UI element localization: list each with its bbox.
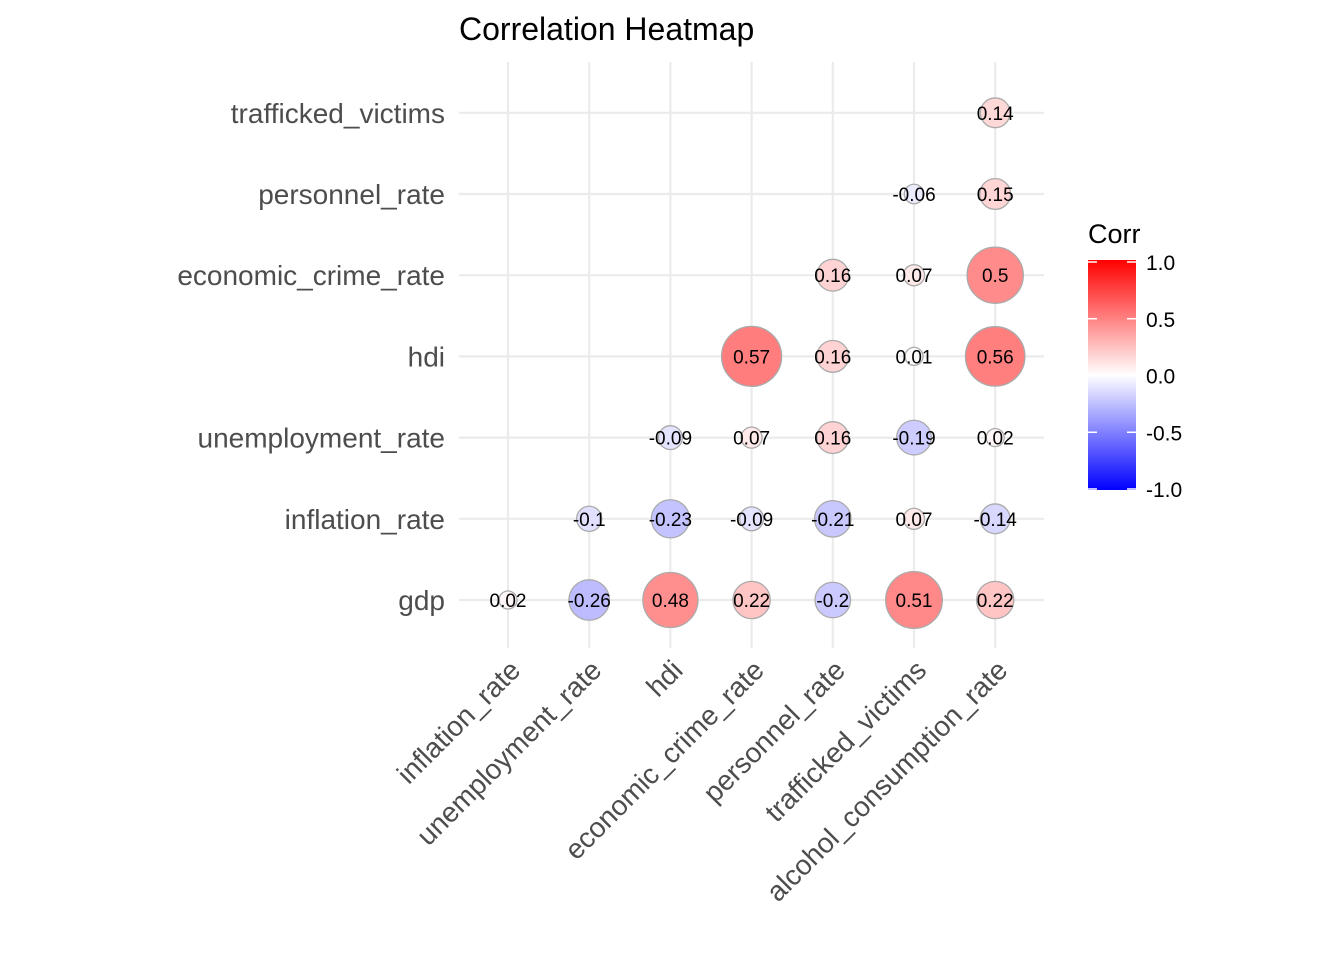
legend-title: Corr xyxy=(1088,219,1141,249)
cell-circle xyxy=(985,427,1005,448)
cell-value-label: 0.01 xyxy=(896,347,933,368)
y-tick-label: inflation_rate xyxy=(285,504,445,535)
cell-circle xyxy=(642,571,699,629)
cell-circle xyxy=(816,258,850,292)
cell-value-label: 0.51 xyxy=(896,591,933,612)
cell-circle xyxy=(498,590,518,610)
legend-tick-label: 1.0 xyxy=(1146,252,1175,275)
cell-value-label: -0.23 xyxy=(649,510,692,531)
cell-circle xyxy=(964,326,1026,387)
cell-circle xyxy=(739,506,765,532)
y-tick-label: gdp xyxy=(398,585,445,616)
cell-circle xyxy=(816,339,850,373)
cell-circle xyxy=(902,264,926,287)
cell-value-label: 0.14 xyxy=(977,104,1014,125)
y-tick-label: hdi xyxy=(408,341,445,372)
cell-value-label: 0.07 xyxy=(896,510,933,531)
cell-circle xyxy=(896,419,932,456)
cell-value-label: -0.06 xyxy=(892,185,935,206)
cell-circle xyxy=(904,346,924,367)
x-tick-label: hdi xyxy=(640,654,688,702)
y-tick-label: unemployment_rate xyxy=(198,423,445,454)
cell-value-label: -0.09 xyxy=(730,510,773,531)
cell-value-label: -0.09 xyxy=(649,429,692,450)
cell-circle xyxy=(813,499,852,538)
cell-circle xyxy=(814,581,852,619)
cell-circle xyxy=(732,580,771,620)
cell-value-label: 0.56 xyxy=(977,347,1014,368)
cell-circle xyxy=(903,183,925,205)
cell-circle xyxy=(975,580,1015,620)
cell-value-label: 0.16 xyxy=(814,429,851,450)
y-tick-label: personnel_rate xyxy=(258,179,445,210)
color-legend: Corr 1.0 0.5 0.0 -0.5 -1.0 xyxy=(1088,219,1182,502)
cell-circle xyxy=(884,570,944,630)
y-axis-tick-labels: gdp inflation_rate unemployment_rate hdi eco… xyxy=(177,98,445,616)
cell-value-label: 0.48 xyxy=(652,591,689,612)
chart-title: Correlation Heatmap xyxy=(459,11,754,47)
cell-circle xyxy=(966,246,1024,304)
cell-circle xyxy=(568,579,611,621)
cell-circle xyxy=(979,177,1012,211)
cell-circle xyxy=(740,426,763,449)
cell-value-label: 0.16 xyxy=(814,266,851,287)
cell-circle xyxy=(575,505,603,533)
cell-value-label: 0.22 xyxy=(733,591,770,612)
legend-tick-label: 0.5 xyxy=(1146,309,1175,332)
legend-tick-label: 0.0 xyxy=(1146,366,1175,389)
cell-value-label: 0.07 xyxy=(733,429,770,450)
cell-circle xyxy=(650,499,691,539)
cell-value-label: 0.02 xyxy=(977,429,1014,450)
cell-value-label: -0.2 xyxy=(816,591,849,612)
cell-circle xyxy=(657,425,683,451)
cell-value-label: -0.19 xyxy=(892,429,935,450)
legend-tick-label: -0.5 xyxy=(1146,422,1182,445)
cell-value-label: -0.14 xyxy=(974,510,1018,531)
cell-value-label: 0.07 xyxy=(896,266,933,287)
y-tick-label: trafficked_victims xyxy=(231,98,445,129)
cell-value-label: 0.22 xyxy=(977,591,1014,612)
legend-tick-label: -1.0 xyxy=(1146,479,1182,502)
cell-value-label: 0.02 xyxy=(490,591,527,612)
cell-circle xyxy=(979,97,1011,129)
cell-circle xyxy=(979,503,1011,535)
cell-value-label: 0.5 xyxy=(982,266,1008,287)
cell-value-label: 0.16 xyxy=(814,347,851,368)
legend-ticks: 1.0 0.5 0.0 -0.5 -1.0 xyxy=(1088,252,1182,502)
cell-circle xyxy=(720,325,783,388)
correlation-cells: 0.02 -0.26 0.48 0.22 -0.2 0.51 0.22 -0.1 -0.23 -0… xyxy=(490,97,1026,630)
cell-value-label: -0.26 xyxy=(568,591,611,612)
cell-value-label: 0.15 xyxy=(977,185,1014,206)
cell-value-label: -0.21 xyxy=(811,510,854,531)
cell-value-label: 0.57 xyxy=(733,347,770,368)
x-tick-label: personnel_rate xyxy=(697,654,851,808)
cell-circle xyxy=(902,507,926,530)
y-tick-label: economic_crime_rate xyxy=(177,260,445,291)
cell-value-label: -0.1 xyxy=(573,510,606,531)
cell-circle xyxy=(816,421,850,455)
